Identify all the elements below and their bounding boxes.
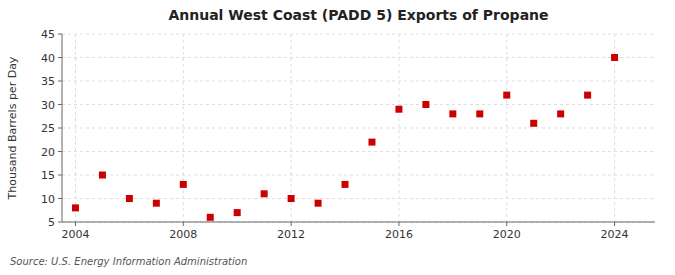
point	[476, 110, 483, 117]
grid-line	[62, 175, 655, 176]
point	[288, 195, 295, 202]
point	[530, 120, 537, 127]
point	[557, 110, 564, 117]
grid-line	[62, 222, 655, 223]
tick-label: 2004	[61, 228, 89, 241]
point	[261, 190, 268, 197]
point	[207, 214, 214, 221]
point	[126, 195, 133, 202]
point	[584, 92, 591, 99]
point	[153, 200, 160, 207]
tick	[58, 128, 62, 129]
tick-label: 20	[41, 146, 55, 159]
tick-label: 45	[41, 28, 55, 41]
tick	[398, 222, 399, 226]
grid-line	[62, 81, 655, 82]
tick	[58, 198, 62, 199]
grid	[62, 34, 655, 222]
tick	[58, 81, 62, 82]
y-axis-label: Thousand Barrels per Day	[6, 56, 19, 200]
tick	[506, 222, 507, 226]
grid-line	[62, 104, 655, 105]
tick-label: 2008	[169, 228, 197, 241]
grid-line	[62, 198, 655, 199]
tick	[58, 104, 62, 105]
tick-label: 30	[41, 99, 55, 112]
annotation: Source: U.S. Energy Information Administ…	[10, 256, 247, 267]
tick	[58, 34, 62, 35]
tick-label: 25	[41, 122, 55, 135]
grid-line	[62, 128, 655, 129]
tick	[58, 151, 62, 152]
point	[422, 101, 429, 108]
grid-line	[62, 57, 655, 58]
tick-label: 15	[41, 169, 55, 182]
tick	[58, 175, 62, 176]
tick-label: 2020	[493, 228, 521, 241]
tick	[183, 222, 184, 226]
point	[395, 106, 402, 113]
point	[99, 172, 106, 179]
grid-line	[62, 151, 655, 152]
point	[315, 200, 322, 207]
points	[72, 54, 618, 221]
point	[234, 209, 241, 216]
tick	[58, 57, 62, 58]
point	[449, 110, 456, 117]
tick-label: 2012	[277, 228, 305, 241]
point	[611, 54, 618, 61]
tick	[614, 222, 615, 226]
grid-line	[62, 34, 655, 35]
point	[503, 92, 510, 99]
tick	[75, 222, 76, 226]
tick-label: 5	[48, 216, 55, 229]
tick-label: 2016	[385, 228, 413, 241]
chart: 2004 2008 2012 2016 2020 2024 5 10 15 20 25 30 35 40 4…	[0, 0, 675, 275]
x-axis	[62, 222, 655, 223]
point	[342, 181, 349, 188]
point	[180, 181, 187, 188]
tick	[58, 222, 62, 223]
point	[72, 204, 79, 211]
point	[368, 139, 375, 146]
tick-label: 2024	[601, 228, 629, 241]
title: Annual West Coast (PADD 5) Exports of Pr…	[168, 7, 548, 23]
tick-label: 10	[41, 193, 55, 206]
tick-label: 40	[41, 52, 55, 65]
tick-label: 35	[41, 75, 55, 88]
tick	[291, 222, 292, 226]
